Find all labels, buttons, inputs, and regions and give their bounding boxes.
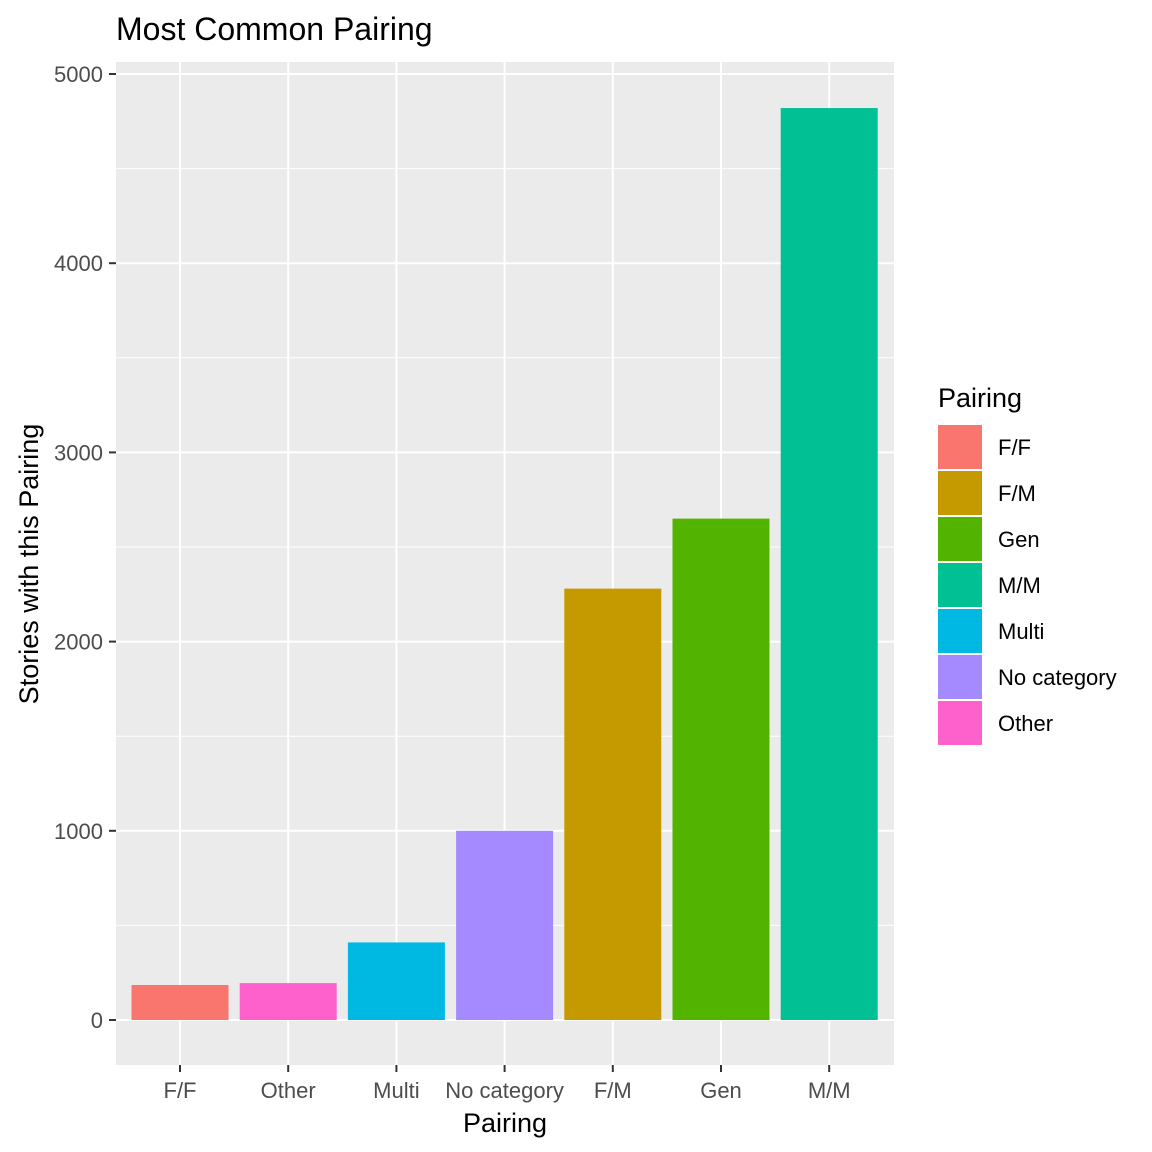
bar-f-f <box>131 984 229 1020</box>
legend-title: Pairing <box>938 383 1022 413</box>
legend-label: Multi <box>998 619 1044 644</box>
legend-label: No category <box>998 665 1117 690</box>
x-axis-title: Pairing <box>463 1108 547 1138</box>
y-tick-label: 5000 <box>54 62 103 87</box>
legend-key <box>938 609 982 653</box>
y-axis-title: Stories with this Pairing <box>14 424 44 705</box>
legend-key <box>938 655 982 699</box>
y-axis: 0 1000 2000 3000 4000 5000 <box>54 62 116 1033</box>
x-tick-label: M/M <box>808 1078 851 1103</box>
x-tick-label: Multi <box>373 1078 419 1103</box>
legend-label: M/M <box>998 573 1041 598</box>
x-tick-label: F/M <box>594 1078 632 1103</box>
legend-label: F/M <box>998 481 1036 506</box>
bar-other <box>239 983 337 1020</box>
bar-no-category <box>456 830 554 1020</box>
x-tick-label: No category <box>445 1078 564 1103</box>
chart-title: Most Common Pairing <box>116 11 433 47</box>
x-tick-label: F/F <box>164 1078 197 1103</box>
y-tick-label: 0 <box>91 1008 103 1033</box>
bar-m-m <box>780 108 878 1020</box>
legend-key <box>938 563 982 607</box>
major-gridlines <box>116 62 894 1065</box>
y-tick-label: 3000 <box>54 440 103 465</box>
y-tick-label: 4000 <box>54 251 103 276</box>
bars <box>131 108 878 1020</box>
bar-multi <box>347 942 445 1020</box>
legend-label: Gen <box>998 527 1040 552</box>
legend: Pairing F/F F/M Gen M/M Multi No category Othe… <box>938 383 1117 745</box>
legend-key <box>938 517 982 561</box>
x-axis: F/F Other Multi No category F/M Gen M/M <box>164 1065 851 1103</box>
x-tick-label: Other <box>261 1078 316 1103</box>
y-tick-label: 1000 <box>54 819 103 844</box>
bar-gen <box>672 518 770 1020</box>
x-tick-label: Gen <box>700 1078 742 1103</box>
legend-label: F/F <box>998 435 1031 460</box>
legend-key <box>938 471 982 515</box>
legend-label: Other <box>998 711 1053 736</box>
legend-key <box>938 701 982 745</box>
y-tick-label: 2000 <box>54 630 103 655</box>
bar-f-m <box>564 588 662 1020</box>
legend-key <box>938 425 982 469</box>
